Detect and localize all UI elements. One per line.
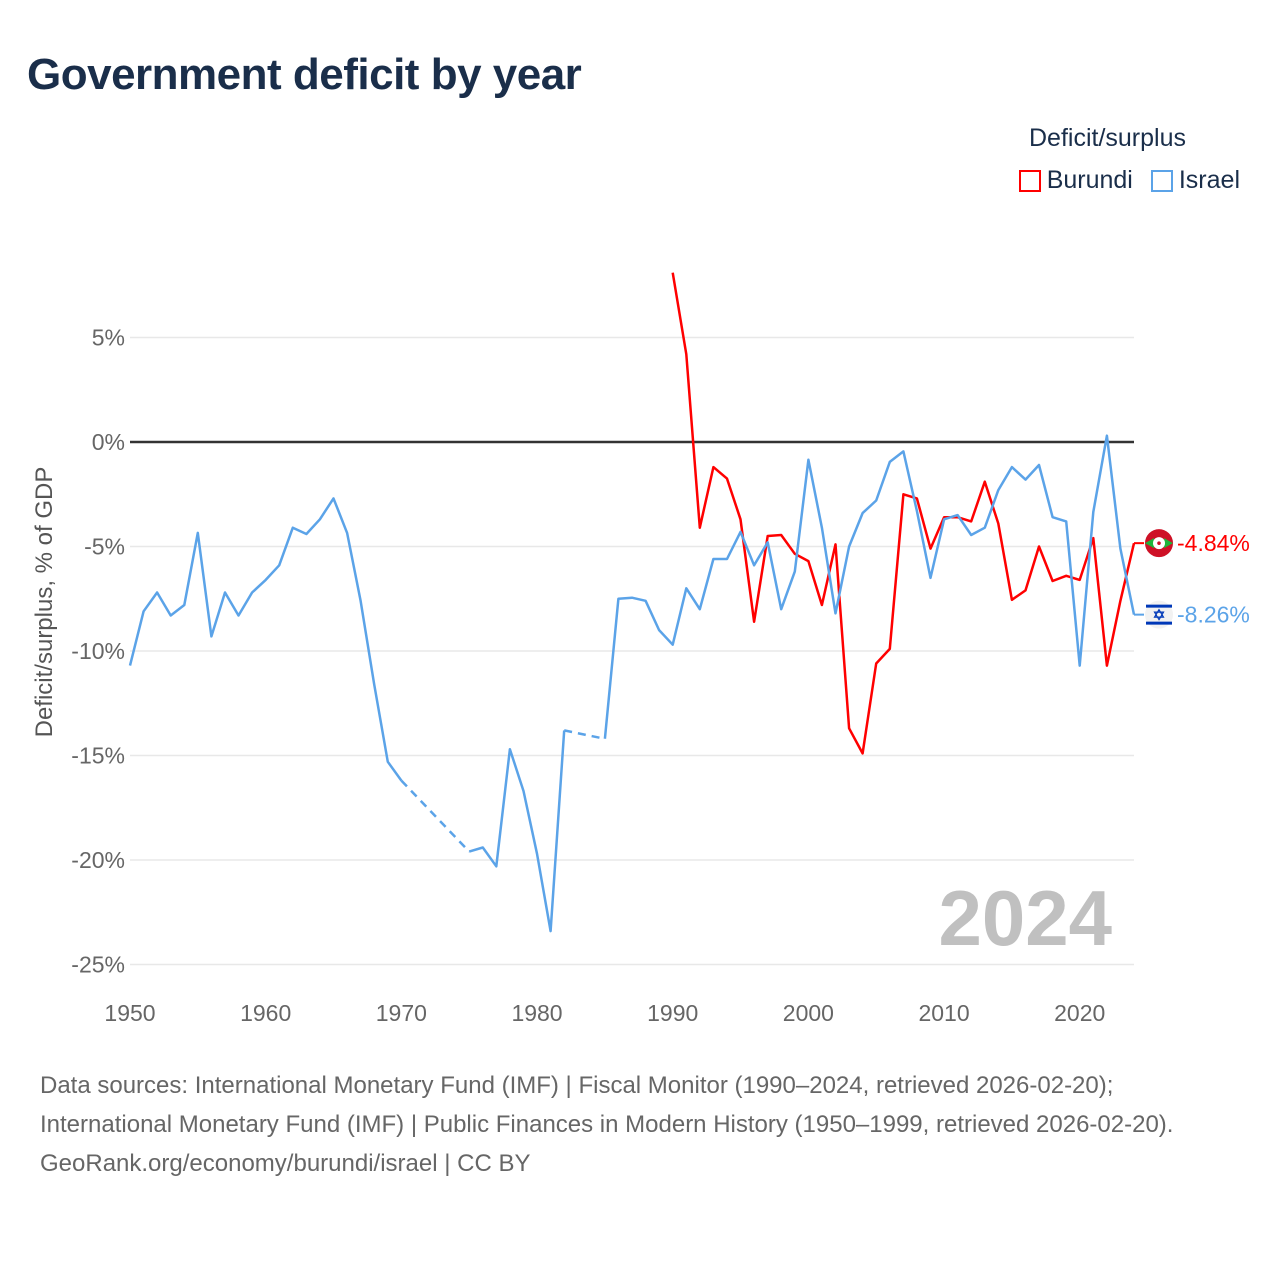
legend-swatch-israel (1150, 169, 1173, 192)
legend-swatch-burundi (1018, 169, 1041, 192)
legend: Burundi Israel (1018, 166, 1240, 195)
x-tick-label: 2020 (1054, 1000, 1105, 1026)
end-value-label: -8.26% (1177, 602, 1250, 628)
x-tick-label: 1980 (511, 1000, 562, 1026)
year-watermark: 2024 (938, 874, 1112, 962)
legend-title: Deficit/surplus (1029, 124, 1186, 152)
flag-star (1157, 541, 1161, 545)
footer: Data sources: International Monetary Fun… (40, 1066, 1240, 1183)
series-line-burundi (671, 272, 1136, 755)
series-line-israel (128, 497, 403, 782)
legend-label: Israel (1178, 166, 1240, 194)
flag-stripe (1146, 604, 1172, 608)
x-tick-label: 2010 (918, 1000, 969, 1026)
y-tick-label: -15% (71, 743, 125, 769)
star-of-david (1153, 608, 1165, 621)
legend-item-israel[interactable]: Israel (1150, 166, 1240, 195)
y-axis-label: Deficit/surplus, % of GDP (31, 467, 58, 738)
series-line-israel-gap (400, 779, 471, 853)
x-tick-label: 2000 (783, 1000, 834, 1026)
chart-title: Government deficit by year (27, 50, 582, 99)
y-tick-label: 0% (92, 429, 125, 455)
y-tick-label: -20% (71, 847, 125, 873)
x-tick-label: 1960 (240, 1000, 291, 1026)
x-tick-label: 1990 (647, 1000, 698, 1026)
y-tick-label: -25% (71, 952, 125, 978)
end-marker-israel: -8.26% (1134, 600, 1250, 629)
series-line-israel-gap (563, 729, 606, 741)
legend-label: Burundi (1046, 166, 1133, 194)
x-tick-label: 1950 (104, 1000, 155, 1026)
end-value-label: -4.84% (1177, 530, 1250, 556)
flag-stripe (1146, 621, 1172, 625)
series-line-israel (603, 434, 1136, 739)
y-tick-label: -5% (84, 534, 125, 560)
x-tick-label: 1970 (376, 1000, 427, 1026)
data-sources: Data sources: International Monetary Fun… (40, 1072, 1174, 1138)
end-marker-burundi: -4.84% (1134, 529, 1250, 558)
y-tick-label: 5% (92, 325, 125, 351)
legend-item-burundi[interactable]: Burundi (1018, 166, 1133, 195)
y-tick-label: -10% (71, 638, 125, 664)
flag-green (1145, 538, 1173, 549)
series-line-israel (468, 730, 566, 933)
credit-link[interactable]: GeoRank.org/economy/burundi/israel | CC … (40, 1150, 531, 1177)
